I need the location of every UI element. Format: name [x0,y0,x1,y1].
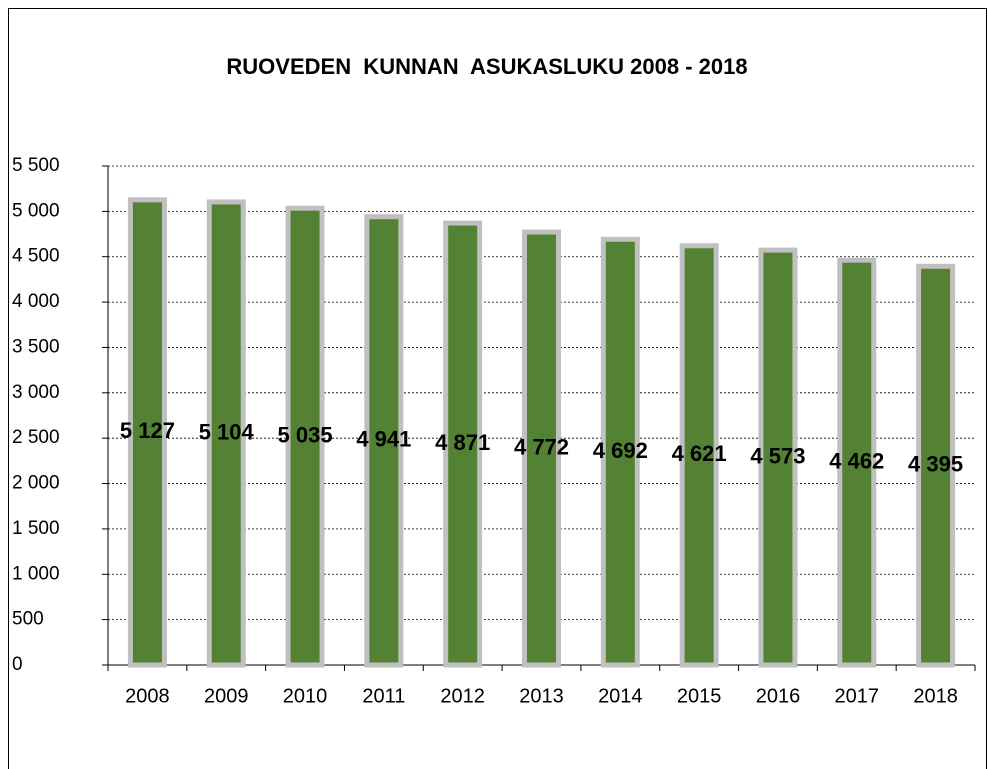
x-tick-label: 2017 [835,685,880,707]
data-label: 5 104 [199,419,255,444]
data-label: 5 035 [278,422,333,447]
y-tick-label: 5 000 [12,200,60,221]
chart-border [8,8,987,769]
data-label: 5 127 [120,418,175,443]
x-tick-label: 2008 [125,685,170,707]
data-label: 4 871 [435,430,490,455]
y-tick-label: 2 000 [12,473,60,494]
data-label: 4 462 [829,448,884,473]
y-tick-label: 4 000 [12,291,60,312]
y-tick-label: 4 500 [12,246,60,267]
x-tick-label: 2015 [677,685,722,707]
x-tick-label: 2012 [440,685,485,707]
data-label: 4 573 [750,443,805,468]
bar [758,247,798,668]
y-tick-label: 0 [12,654,23,675]
x-tick-label: 2010 [283,685,328,707]
x-tick-label: 2016 [756,685,801,707]
data-label: 4 395 [908,451,963,476]
bar [837,257,877,668]
bar [443,220,483,668]
data-label: 4 941 [356,427,411,452]
x-tick-label: 2011 [362,685,405,707]
data-label: 4 692 [593,438,648,463]
y-tick-label: 1 000 [12,563,60,584]
y-tick-label: 500 [12,609,44,630]
x-tick-label: 2018 [913,685,958,707]
y-tick-label: 5 500 [12,155,60,176]
data-label: 4 772 [514,434,569,459]
y-tick-label: 1 500 [12,518,60,539]
bar [285,205,325,668]
x-tick-label: 2013 [519,685,564,707]
bar [127,197,167,668]
bar [206,199,246,668]
x-tick-label: 2014 [598,685,643,707]
bar [522,229,561,668]
bar [364,214,404,668]
y-tick-label: 2 500 [12,427,60,448]
chart-title: RUOVEDEN KUNNAN ASUKASLUKU 2008 - 2018 [226,54,747,79]
bar [600,236,640,668]
bar [916,263,956,668]
x-tick-label: 2009 [204,685,249,707]
data-label: 4 621 [672,441,727,466]
y-tick-label: 3 000 [12,382,60,403]
y-tick-label: 3 500 [12,336,60,357]
bar [679,243,719,668]
